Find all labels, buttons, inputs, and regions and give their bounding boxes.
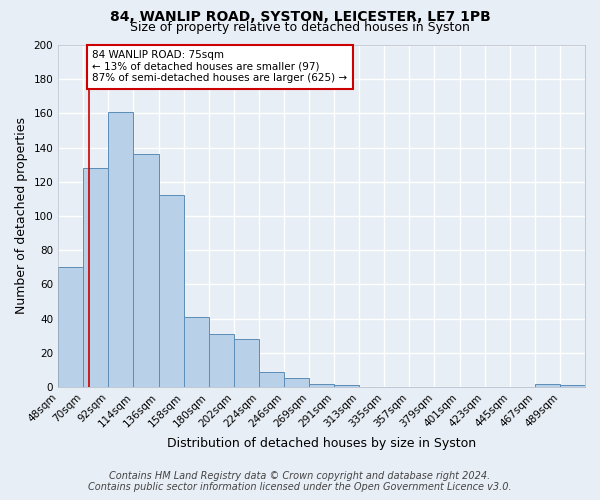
- Bar: [209, 334, 234, 387]
- Bar: [560, 385, 585, 387]
- Bar: [234, 339, 259, 387]
- X-axis label: Distribution of detached houses by size in Syston: Distribution of detached houses by size …: [167, 437, 476, 450]
- Bar: [158, 196, 184, 387]
- Bar: [535, 384, 560, 387]
- Bar: [109, 112, 133, 387]
- Text: Contains HM Land Registry data © Crown copyright and database right 2024.
Contai: Contains HM Land Registry data © Crown c…: [88, 471, 512, 492]
- Bar: [184, 317, 209, 387]
- Text: Size of property relative to detached houses in Syston: Size of property relative to detached ho…: [130, 22, 470, 35]
- Bar: [58, 268, 83, 387]
- Text: 84 WANLIP ROAD: 75sqm
← 13% of detached houses are smaller (97)
87% of semi-deta: 84 WANLIP ROAD: 75sqm ← 13% of detached …: [92, 50, 347, 84]
- Y-axis label: Number of detached properties: Number of detached properties: [15, 118, 28, 314]
- Bar: [83, 168, 109, 387]
- Bar: [309, 384, 334, 387]
- Bar: [259, 372, 284, 387]
- Text: 84, WANLIP ROAD, SYSTON, LEICESTER, LE7 1PB: 84, WANLIP ROAD, SYSTON, LEICESTER, LE7 …: [110, 10, 490, 24]
- Bar: [284, 378, 309, 387]
- Bar: [334, 385, 359, 387]
- Bar: [133, 154, 158, 387]
